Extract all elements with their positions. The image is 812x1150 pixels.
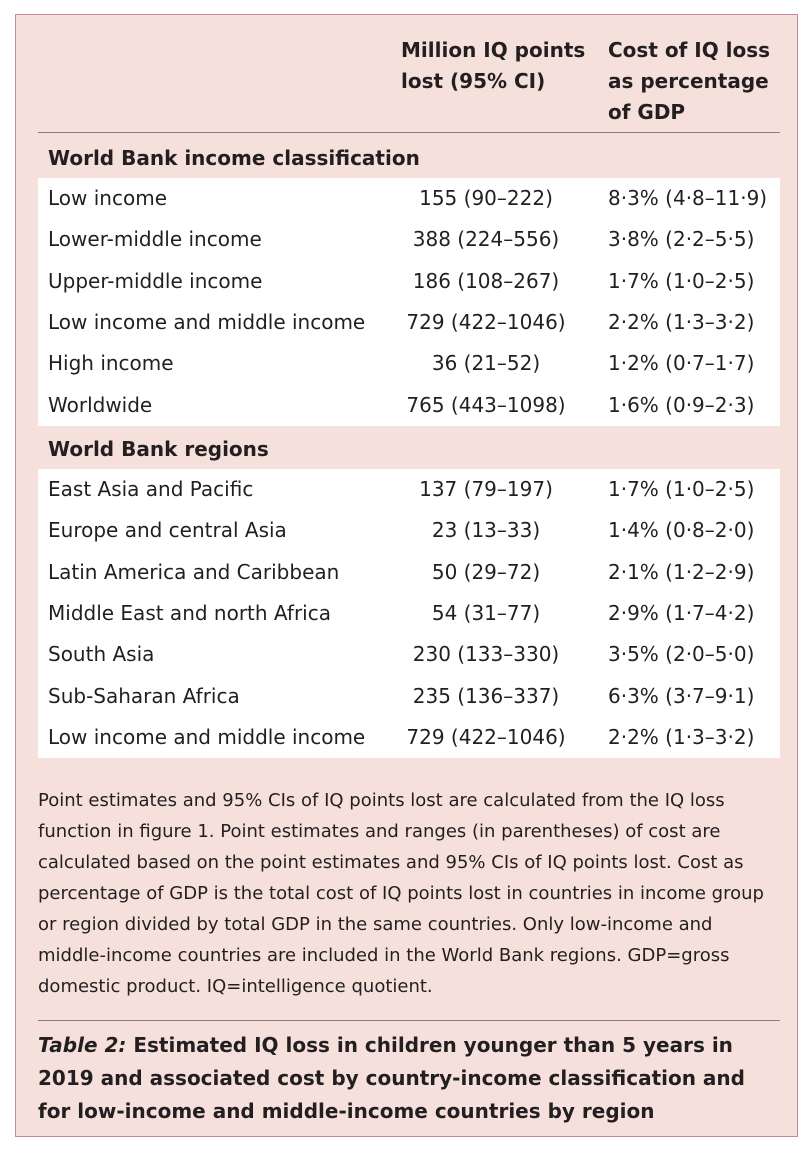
row-iq-value: 230 (133–330) [412, 642, 560, 667]
row-iq-value: 729 (422–1046) [406, 724, 566, 749]
row-iq-value: 235 (136–337) [412, 683, 560, 708]
table-row: High income 36 (21–52) 1·2% (0·7–1·7) [38, 343, 780, 384]
row-iq-value: 186 (108–267) [412, 268, 560, 293]
table-row: Lower-middle income 388 (224–556) 3·8% (… [38, 219, 780, 260]
row-iq-value: 54 (31–77) [431, 600, 541, 625]
table-footnote: Point estimates and 95% CIs of IQ points… [38, 790, 764, 997]
row-label: Upper-middle income [48, 268, 263, 293]
row-cost-value: 8·3% (4·8–11·9) [608, 186, 768, 210]
row-label: South Asia [48, 642, 155, 667]
row-cost-value: 6·3% (3·7–9·1) [608, 683, 755, 708]
row-cost-value: 1·4% (0·8–2·0) [608, 518, 755, 543]
table-row: Worldwide 765 (443–1098) 1·6% (0·9–2·3) [38, 385, 780, 426]
regions-table-body: East Asia and Pacific 137 (79–197) 1·7% … [38, 469, 780, 758]
caption-text: Estimated IQ loss in children younger th… [38, 1033, 745, 1123]
column-header-line: as percentage [608, 69, 769, 93]
caption-label: Table 2: [38, 1033, 127, 1057]
row-iq-value: 765 (443–1098) [406, 392, 566, 417]
row-label: East Asia and Pacific [48, 477, 254, 501]
header-rule [38, 132, 780, 133]
table-row: Sub-Saharan Africa 235 (136–337) 6·3% (3… [38, 676, 780, 717]
table-panel: Million IQ points lost (95% CI) Cost of … [15, 14, 798, 1137]
row-iq-value: 137 (79–197) [419, 477, 553, 501]
row-label: Low income [48, 186, 167, 210]
table-row: East Asia and Pacific 137 (79–197) 1·7% … [38, 469, 780, 510]
row-cost-value: 2·2% (1·3–3·2) [608, 724, 755, 749]
row-label: Sub-Saharan Africa [48, 683, 240, 708]
row-cost-value: 1·7% (1·0–2·5) [608, 477, 755, 501]
row-label: Lower-middle income [48, 227, 262, 252]
row-iq-value: 388 (224–556) [412, 227, 560, 252]
row-label: High income [48, 351, 174, 376]
caption-rule [38, 1020, 780, 1021]
row-label: Low income and middle income [48, 724, 366, 749]
row-iq-value: 23 (13–33) [431, 518, 541, 543]
income-table-body: Low income 155 (90–222) 8·3% (4·8–11·9) … [38, 178, 780, 426]
row-cost-value: 2·9% (1·7–4·2) [608, 600, 755, 625]
column-header-line: Cost of IQ loss [608, 38, 771, 62]
table-row: Upper-middle income 186 (108–267) 1·7% (… [38, 261, 780, 302]
column-header-line: of GDP [608, 100, 686, 124]
table-caption: Table 2: Estimated IQ loss in children y… [38, 1029, 780, 1128]
row-cost-value: 3·5% (2·0–5·0) [608, 642, 755, 667]
row-label: Worldwide [48, 392, 153, 417]
table-row: Low income 155 (90–222) 8·3% (4·8–11·9) [38, 178, 780, 219]
row-label: Europe and central Asia [48, 518, 287, 543]
table-row: Low income and middle income 729 (422–10… [38, 717, 780, 758]
column-header-line: lost (95% CI) [401, 69, 546, 93]
table-row: Europe and central Asia 23 (13–33) 1·4% … [38, 510, 780, 551]
row-iq-value: 729 (422–1046) [406, 309, 566, 334]
table-row: South Asia 230 (133–330) 3·5% (2·0–5·0) [38, 634, 780, 675]
row-cost-value: 2·2% (1·3–3·2) [608, 309, 755, 334]
row-cost-value: 1·2% (0·7–1·7) [608, 351, 755, 376]
row-cost-value: 2·1% (1·2–2·9) [608, 559, 755, 584]
section-title-regions: World Bank regions [48, 437, 269, 461]
row-cost-value: 3·8% (2·2–5·5) [608, 227, 755, 252]
table-row: Latin America and Caribbean 50 (29–72) 2… [38, 552, 780, 593]
column-header-cost: Cost of IQ loss as percentage of GDP [608, 35, 770, 128]
row-cost-value: 1·6% (0·9–2·3) [608, 392, 755, 417]
column-header-line: Million IQ points [401, 38, 586, 62]
row-iq-value: 50 (29–72) [431, 559, 541, 584]
row-iq-value: 155 (90–222) [419, 186, 553, 210]
row-cost-value: 1·7% (1·0–2·5) [608, 268, 755, 293]
section-title-income: World Bank income classification [48, 146, 420, 170]
row-iq-value: 36 (21–52) [431, 351, 541, 376]
row-label: Low income and middle income [48, 309, 366, 334]
row-label: Middle East and north Africa [48, 600, 331, 625]
table-row: Low income and middle income 729 (422–10… [38, 302, 780, 343]
row-label: Latin America and Caribbean [48, 559, 340, 584]
table-row: Middle East and north Africa 54 (31–77) … [38, 593, 780, 634]
column-header-iq-points: Million IQ points lost (95% CI) [401, 35, 585, 97]
